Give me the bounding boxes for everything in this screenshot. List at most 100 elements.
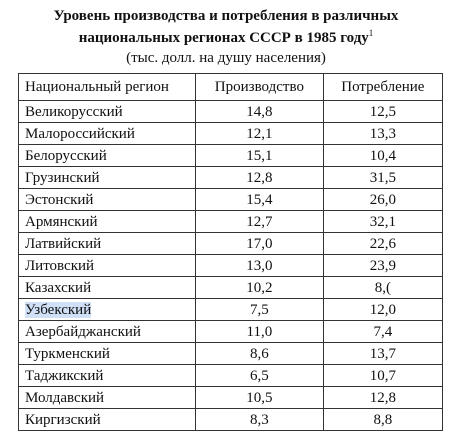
value-cell: 10,5 [195,386,324,409]
value-cell: 10,4 [322,144,444,167]
table-row: Малороссийский 12,1 13,3 [18,122,444,145]
cell-text: 12,5 [369,103,396,120]
region-cell: Армянский [18,210,196,233]
value-cell: 8,( [322,276,444,299]
value-cell: 13,7 [322,342,444,365]
value-cell: 23,9 [322,254,444,277]
cell-text: 12,8 [246,169,273,186]
value-cell: 8,3 [195,408,324,431]
table-row: Литовский 13,0 23,9 [18,254,444,277]
footnote-mark: 1 [368,28,374,38]
region-cell: Эстонский [18,188,196,211]
value-cell: 32,1 [322,210,444,233]
cell-text: Таджикский [25,367,104,384]
table-row: Грузинский 12,8 31,5 [18,166,444,189]
cell-text: 10,7 [369,367,396,384]
value-cell: 10,2 [195,276,324,299]
value-cell: 26,0 [322,188,444,211]
cell-text: 22,6 [369,235,396,252]
region-cell: Литовский [18,254,196,277]
cell-text: 11,0 [246,323,273,340]
value-cell: 13,3 [322,122,444,145]
value-cell: 12,5 [322,100,444,123]
cell-text: 13,7 [369,345,396,362]
cell-text: Латвийский [25,235,102,252]
region-cell: Малороссийский [18,122,196,145]
cell-text: 17,0 [246,235,273,252]
region-cell: Туркменский [18,342,196,365]
cell-text: Армянский [25,213,98,230]
header-row: Национальный регион Производство Потреблен… [18,73,444,101]
cell-text: 14,8 [246,103,273,120]
value-cell: 12,1 [195,122,324,145]
region-cell: Молдавский [18,386,196,409]
cell-text: Белорусский [25,147,107,164]
value-cell: 7,5 [195,298,324,321]
value-cell: 15,1 [195,144,324,167]
table-row: Великорусский 14,8 12,5 [18,100,444,123]
value-cell: 8,8 [322,408,444,431]
cell-text: 12,1 [246,125,273,142]
region-cell: Белорусский [18,144,196,167]
table: Национальный регион Производство Потреблен… [18,73,444,431]
cell-text: 10,4 [369,147,396,164]
cell-text: Азербайджанский [25,323,141,340]
cell-text: 23,9 [369,257,396,274]
table-row: Армянский 12,7 32,1 [18,210,444,233]
region-cell: Азербайджанский [18,320,196,343]
column-header: Национальный регион [18,73,196,101]
cell-text: 15,4 [246,191,273,208]
cell-text: Эстонский [25,191,94,208]
table-body: Великорусский 14,8 12,5 Малороссийский 12,1 1… [18,100,444,431]
cell-text: 32,1 [369,213,396,230]
region-cell: Киргизский [18,408,196,431]
table-row: Латвийский 17,0 22,6 [18,232,444,255]
value-cell: 12,8 [195,166,324,189]
cell-text: 15,1 [246,147,273,164]
cell-text: 31,5 [369,169,396,186]
cell-text: 10,2 [246,279,273,296]
cell-text: Грузинский [25,169,100,186]
value-cell: 6,5 [195,364,324,387]
title-line: национальных регионах СССР в 1985 году [78,30,369,46]
value-cell: 11,0 [195,320,324,343]
value-cell: 13,0 [195,254,324,277]
cell-text: 10,5 [246,389,273,406]
cell-text: 8,( [374,279,391,296]
region-cell: Таджикский [18,364,196,387]
cell-text: 13,0 [246,257,273,274]
cell-text: Малороссийский [25,125,135,142]
region-cell: Узбекский [18,298,196,321]
table-row: Узбекский 7,5 12,0 [18,298,444,321]
region-cell: Казахский [18,276,196,299]
value-cell: 31,5 [322,166,444,189]
value-cell: 12,0 [322,298,444,321]
cell-text: 8,8 [373,411,393,428]
value-cell: 10,7 [322,364,444,387]
table-row: Киргизский 8,3 8,8 [18,408,444,431]
header: Уровень производства и потребления в раз… [0,0,452,68]
region-cell: Великорусский [18,100,196,123]
region-cell: Грузинский [18,166,196,189]
column-header: Производство [195,73,324,101]
table-row: Туркменский 8,6 13,7 [18,342,444,365]
cell-text: 8,6 [250,345,269,362]
title-line: Уровень производства и потребления в раз… [53,8,399,24]
cell-text: 7,5 [250,301,269,318]
cell-text: 13,3 [369,125,396,142]
cell-text: Литовский [25,257,95,274]
table-row: Казахский 10,2 8,( [18,276,444,299]
value-cell: 7,4 [322,320,444,343]
table-row: Таджикский 6,5 10,7 [18,364,444,387]
value-cell: 14,8 [195,100,324,123]
table-row: Молдавский 10,5 12,8 [18,386,444,409]
value-cell: 12,8 [322,386,444,409]
value-cell: 8,6 [195,342,324,365]
table-row: Белорусский 15,1 10,4 [18,144,444,167]
column-header: Потребление [322,73,444,101]
cell-text: Казахский [25,279,92,296]
cell-text: 12,8 [369,389,396,406]
cell-text: Узбекский [25,301,92,318]
cell-text: 7,4 [373,323,393,340]
cell-text: Туркменский [25,345,110,362]
